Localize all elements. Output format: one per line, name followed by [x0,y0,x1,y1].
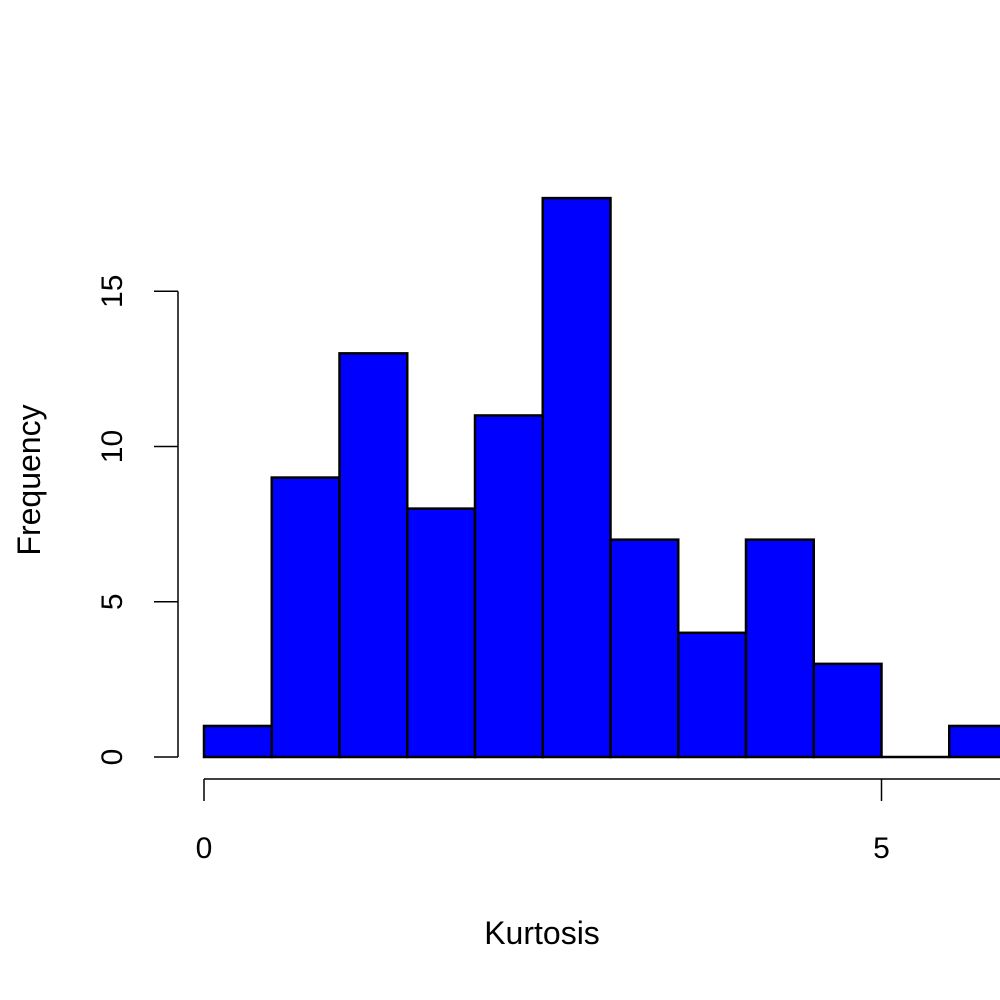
x-tick-label: 5 [873,832,890,865]
histogram-bar [677,631,748,759]
histogram-bars [202,196,1000,759]
y-tick-label: 5 [96,593,129,610]
y-tick-label: 15 [96,275,129,308]
y-tick-label: 0 [96,749,129,766]
histogram-bar [744,538,815,759]
x-axis-title: Kurtosis [484,915,600,951]
histogram-bar [948,724,1000,759]
histogram-bar [812,662,883,759]
y-axis-title: Frequency [11,404,47,555]
x-tick-label: 0 [196,832,213,865]
histogram-bar [541,196,612,759]
histogram-bar [609,538,680,759]
y-tick-label: 10 [96,430,129,463]
histogram-bar [270,476,341,759]
x-axis: 05101520 [196,778,1000,865]
y-axis: 0 5 10 15 [96,275,179,766]
histogram-bar [202,724,273,759]
histogram-bar [473,414,544,759]
histogram-bar [406,507,477,759]
histogram-bar [338,352,409,759]
